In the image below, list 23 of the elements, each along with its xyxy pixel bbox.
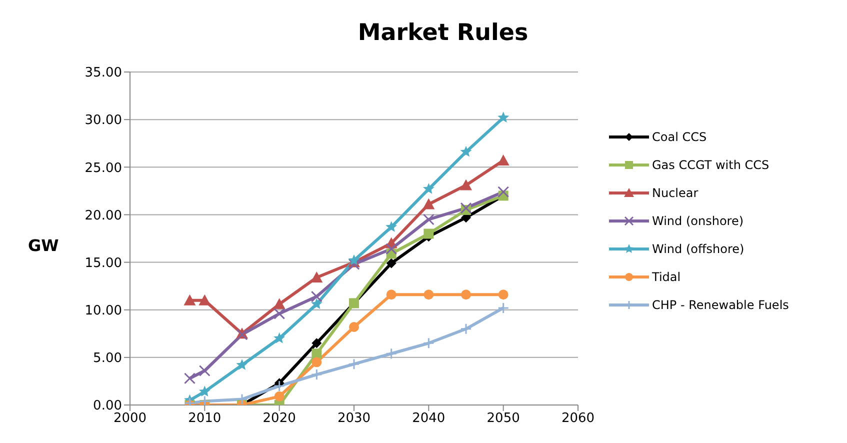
legend-label: Coal CCS xyxy=(652,130,707,144)
x-tick-label: 2000 xyxy=(113,411,147,426)
chart-title: Market Rules xyxy=(356,20,530,46)
y-tick-label: 5.00 xyxy=(93,351,122,366)
legend-label: Nuclear xyxy=(652,186,698,200)
y-tick-label: 15.00 xyxy=(84,256,122,271)
x-tick-label: 2060 xyxy=(561,411,595,426)
y-tick-label: 10.00 xyxy=(84,303,122,318)
x-tick-label: 2010 xyxy=(188,411,222,426)
x-tick-label: 2050 xyxy=(486,411,520,426)
x-tick-label: 2020 xyxy=(262,411,296,426)
legend-label: CHP - Renewable Fuels xyxy=(652,298,789,312)
legend-label: Wind (onshore) xyxy=(652,214,744,228)
legend-label: Gas CCGT with CCS xyxy=(652,158,770,172)
y-tick-label: 20.00 xyxy=(84,208,122,224)
y-tick-label: 30.00 xyxy=(84,113,122,128)
y-tick-label: 25.00 xyxy=(84,160,122,176)
legend-label: Wind (offshore) xyxy=(652,242,744,256)
legend-label: Tidal xyxy=(652,270,681,284)
x-tick-label: 2030 xyxy=(337,411,371,426)
x-tick-label: 2040 xyxy=(412,411,446,426)
y-axis-title: GW xyxy=(28,236,59,255)
y-tick-label: 35.00 xyxy=(84,66,122,81)
